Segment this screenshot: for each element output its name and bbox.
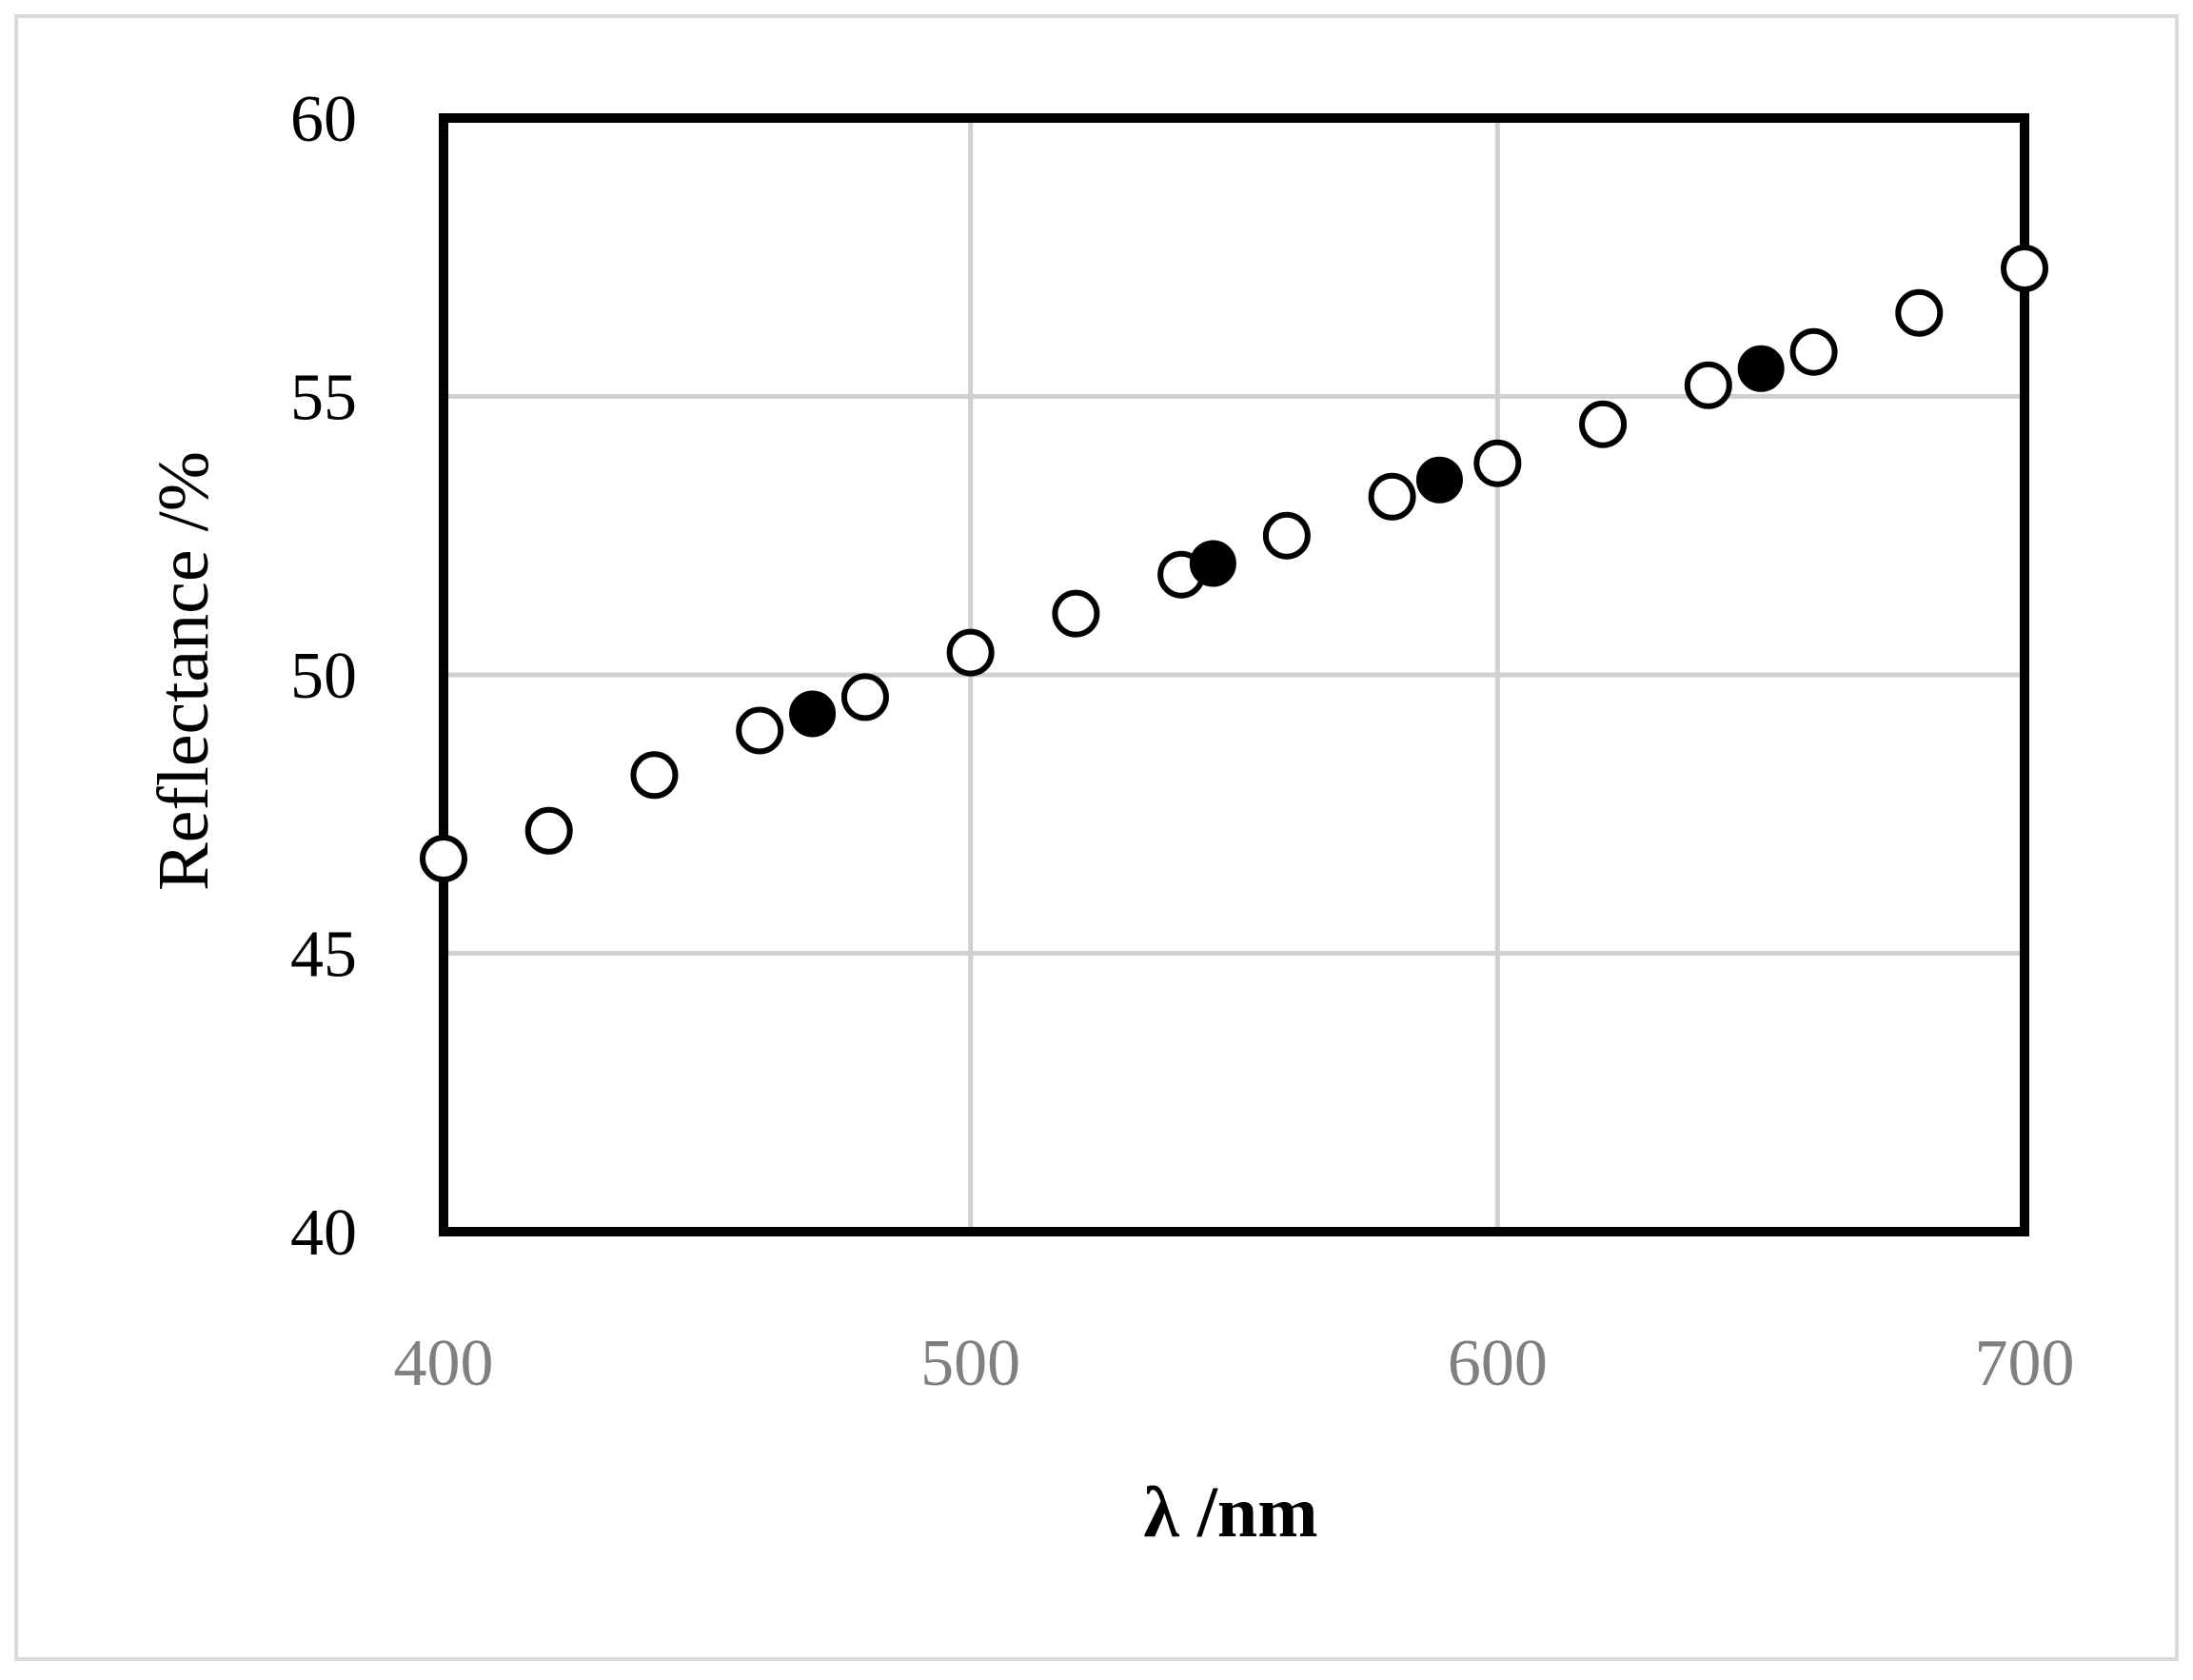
open-data-point — [1052, 589, 1100, 638]
x-tick-label: 700 — [1975, 1327, 2075, 1400]
data-series — [420, 244, 2048, 883]
open-data-point — [946, 628, 995, 677]
open-data-point — [1789, 327, 1838, 376]
open-data-point — [1895, 288, 1944, 337]
y-tick-label: 50 — [290, 640, 357, 713]
plot-frame — [439, 113, 2029, 1236]
x-tick-label: 600 — [1448, 1327, 1548, 1400]
x-tick-label: 500 — [920, 1327, 1020, 1400]
y-tick-labels: 40 45 50 55 60 — [290, 83, 357, 1270]
series-2 — [789, 345, 1785, 738]
open-data-point — [1473, 439, 1522, 487]
open-data-point — [736, 706, 784, 755]
y-tick-label: 60 — [290, 83, 357, 156]
open-data-point — [2001, 244, 2048, 292]
x-tick-labels: 400 500 600 700 — [394, 1327, 2075, 1400]
grid-lines — [444, 118, 2025, 1232]
x-tick-label: 400 — [394, 1327, 494, 1400]
y-tick-label: 45 — [290, 919, 357, 992]
filled-data-point — [789, 690, 837, 738]
filled-data-point — [1415, 456, 1463, 504]
open-data-point — [420, 835, 467, 883]
y-axis-label: Reflectance /% — [144, 451, 224, 891]
filled-data-point — [1737, 345, 1785, 392]
plot-area-border — [439, 113, 2029, 1236]
figure-border — [14, 14, 2179, 1661]
open-data-point — [1368, 472, 1416, 521]
open-data-point — [1579, 400, 1628, 448]
series-1 — [420, 244, 2048, 883]
filled-data-point — [1189, 540, 1236, 587]
y-tick-label: 40 — [290, 1196, 357, 1270]
open-data-point — [1262, 511, 1311, 560]
x-axis-label: λ /nm — [1143, 1472, 1317, 1552]
y-tick-label: 55 — [290, 362, 357, 435]
open-data-point — [1684, 361, 1732, 409]
open-data-point — [630, 751, 679, 800]
open-data-point — [524, 806, 573, 855]
open-data-point — [840, 673, 889, 721]
